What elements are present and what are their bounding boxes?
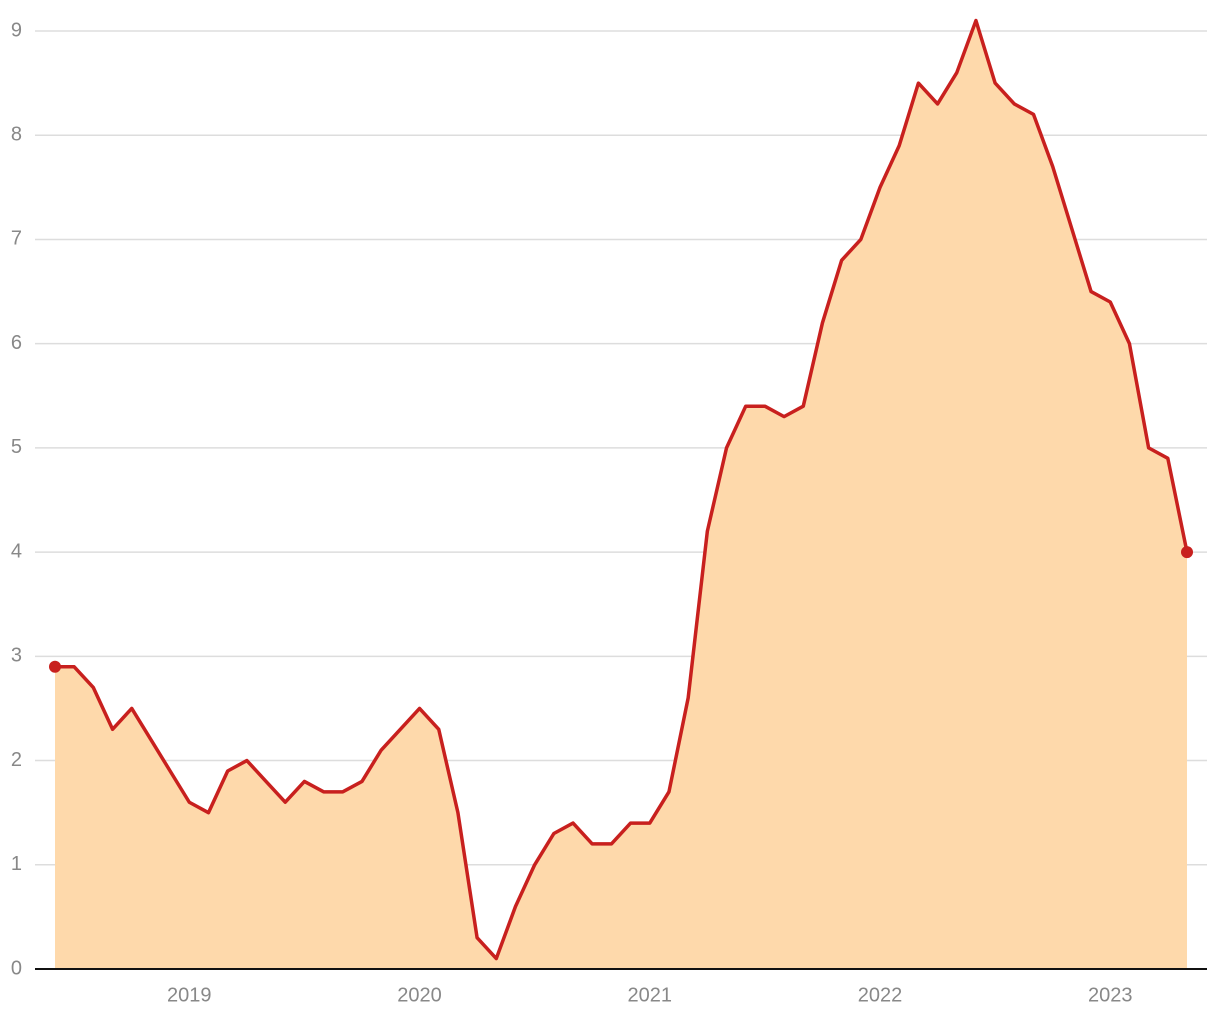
x-tick-label: 2022 bbox=[858, 984, 903, 1006]
y-tick-label: 8 bbox=[11, 124, 22, 146]
y-tick-label: 9 bbox=[11, 19, 22, 41]
line bbox=[55, 18, 1189, 961]
x-tick-label: 2021 bbox=[628, 984, 673, 1006]
y-tick-label: 5 bbox=[11, 436, 22, 458]
x-tick-label: 2020 bbox=[397, 984, 442, 1006]
y-tick-label: 7 bbox=[11, 228, 22, 250]
endpoint-marker bbox=[1181, 546, 1193, 559]
y-tick-label: 2 bbox=[11, 749, 22, 771]
x-tick-label: 2023 bbox=[1088, 984, 1133, 1006]
x-tick-label: 2019 bbox=[167, 984, 212, 1006]
y-tick-label: 4 bbox=[11, 540, 22, 562]
y-tick-label: 3 bbox=[11, 645, 22, 667]
y-tick-label: 6 bbox=[11, 332, 22, 354]
area-fill bbox=[55, 20, 1187, 970]
endpoint-marker bbox=[49, 660, 61, 673]
y-tick-label: 1 bbox=[11, 853, 22, 875]
y-tick-label: 0 bbox=[11, 957, 22, 979]
